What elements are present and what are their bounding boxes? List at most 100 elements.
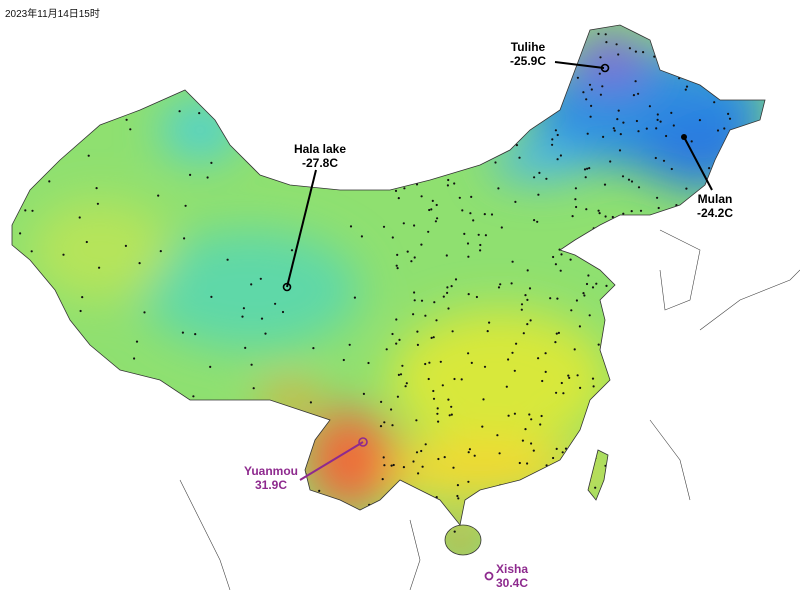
station-dot	[780, 287, 782, 289]
station-dot	[555, 447, 558, 450]
station-dot	[608, 323, 612, 327]
station-dot	[717, 349, 720, 352]
station-dot	[774, 331, 776, 333]
station-dot	[507, 414, 510, 417]
station-dot	[632, 530, 635, 534]
station-dot	[623, 531, 626, 534]
station-dot	[390, 464, 393, 467]
station-dot	[413, 299, 416, 302]
station-dot	[146, 58, 149, 61]
station-dot	[548, 551, 551, 554]
station-dot	[477, 233, 480, 236]
station-dot	[532, 557, 534, 559]
station-dot	[555, 332, 558, 335]
station-dot	[720, 535, 724, 538]
station-dot	[425, 25, 428, 28]
station-dot	[614, 563, 616, 565]
station-dot	[609, 441, 612, 444]
station-dot	[135, 72, 139, 75]
station-dot	[451, 134, 454, 137]
station-dot	[681, 68, 684, 71]
station-dot	[442, 148, 445, 151]
station-dot	[561, 451, 564, 454]
station-dot	[629, 451, 633, 454]
station-dot	[395, 318, 398, 321]
station-dot	[749, 352, 752, 355]
station-dot	[635, 216, 638, 219]
station-dot	[783, 543, 785, 545]
station-dot	[609, 374, 612, 377]
station-dot	[614, 533, 617, 537]
station-dot	[92, 107, 96, 110]
station-dot	[663, 489, 666, 492]
station-dot	[312, 347, 315, 350]
station-dot	[772, 308, 774, 310]
station-dot	[465, 92, 468, 95]
station-dot	[360, 235, 363, 238]
station-dot	[540, 117, 544, 120]
station-dot	[697, 322, 700, 326]
station-dot	[655, 127, 658, 130]
station-temp: 31.9C	[254, 478, 288, 492]
station-dot	[68, 80, 71, 83]
station-dot	[81, 121, 85, 124]
station-dot	[192, 395, 195, 398]
station-dot	[732, 266, 735, 269]
station-dot	[450, 285, 453, 288]
station-dot	[734, 375, 737, 378]
station-dot	[567, 508, 570, 511]
station-dot	[506, 522, 509, 525]
station-dot	[430, 336, 433, 339]
station-dot	[564, 447, 568, 450]
station-dot	[317, 80, 320, 83]
station-dot	[109, 455, 113, 458]
station-dot	[200, 403, 203, 406]
station-dot	[495, 487, 499, 491]
station-dot	[410, 131, 413, 134]
station-dot	[720, 350, 723, 353]
station-dot	[789, 102, 791, 104]
station-dot	[424, 443, 427, 446]
station-dot	[483, 534, 486, 537]
station-dot	[700, 549, 703, 553]
station-dot	[557, 331, 561, 334]
station-dot	[599, 93, 603, 96]
station-dot	[436, 407, 439, 410]
station-dot	[639, 209, 643, 212]
station-dot	[524, 294, 527, 297]
station-dot	[484, 507, 487, 510]
station-dot	[686, 385, 689, 388]
station-dot	[726, 555, 728, 557]
station-dot	[406, 153, 410, 157]
station-dot	[394, 96, 397, 99]
station-dot	[609, 160, 612, 163]
station-dot	[622, 121, 625, 124]
station-dot	[447, 178, 450, 182]
station-dot	[625, 361, 628, 364]
station-dot	[625, 415, 628, 418]
station-dot	[778, 360, 780, 362]
station-dot	[769, 397, 771, 399]
station-dot	[210, 405, 213, 408]
station-dot	[566, 55, 569, 59]
station-dot	[397, 373, 400, 376]
station-dot	[739, 157, 742, 160]
station-dot	[544, 370, 547, 373]
station-dot	[574, 187, 578, 190]
station-dot	[194, 333, 197, 336]
station-dot	[416, 343, 419, 346]
station-dot	[398, 143, 401, 146]
station-dot	[24, 209, 27, 212]
station-dot	[635, 428, 638, 431]
station-dot	[604, 245, 607, 248]
station-dot	[45, 392, 48, 395]
station-dot	[425, 99, 429, 102]
station-dot	[637, 186, 641, 189]
station-dot	[144, 19, 146, 21]
station-dot	[694, 259, 697, 262]
station-dot	[34, 431, 37, 434]
station-dot	[746, 468, 750, 471]
station-dot	[716, 231, 719, 234]
station-dot	[383, 421, 386, 424]
station-dot	[450, 121, 453, 124]
